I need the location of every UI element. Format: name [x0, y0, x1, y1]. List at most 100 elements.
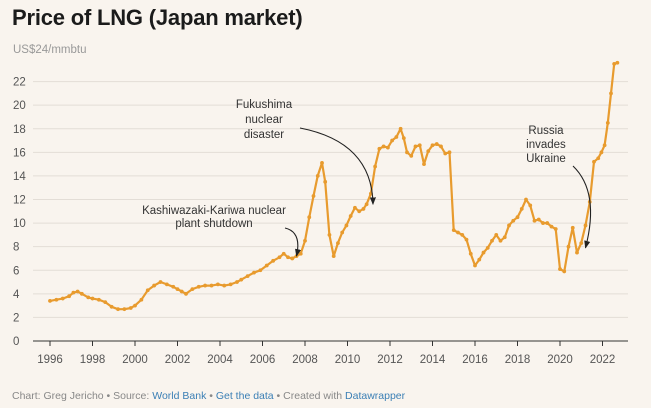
data-point: [592, 159, 596, 164]
data-point: [443, 151, 448, 156]
data-point: [381, 144, 386, 149]
get-data-link[interactable]: Get the data: [215, 390, 274, 402]
annotation-arrow: [299, 127, 376, 205]
data-point: [575, 250, 579, 255]
data-point: [158, 280, 163, 284]
data-point: [336, 241, 340, 246]
data-point: [122, 307, 127, 312]
data-point: [498, 238, 503, 243]
data-point: [145, 288, 150, 293]
annotations: Kashiwazaki-Kariwa nuclear plant shutdown…: [142, 99, 592, 257]
data-point: [109, 304, 114, 309]
data-point: [361, 207, 366, 211]
data-point: [164, 282, 169, 287]
data-point: [456, 230, 460, 235]
x-axis: 1996 1998 2000 2002 2004 2006 2008 2010 2012 2014…: [37, 341, 615, 366]
data-point: [485, 245, 490, 250]
data-point: [515, 215, 520, 220]
data-point: [394, 135, 399, 139]
data-point: [340, 230, 345, 235]
data-point: [364, 202, 369, 207]
y-tick-label: 8: [13, 242, 19, 254]
x-tick-label: 2014: [420, 354, 446, 366]
annotation-label: Fukushima nuclear disaster: [236, 99, 293, 141]
data-point: [315, 174, 320, 178]
annotation-label: Kashiwazaki-Kariwa nuclear plant shutdown: [142, 205, 286, 230]
data-point: [171, 284, 176, 289]
data-point: [228, 282, 233, 287]
data-point: [311, 194, 316, 198]
data-point: [460, 232, 465, 237]
data-point: [203, 283, 208, 288]
data-point: [320, 161, 324, 165]
data-point: [579, 241, 584, 246]
data-point: [353, 205, 357, 210]
x-tick-label: 2010: [335, 354, 361, 366]
x-tick-label: 2008: [292, 354, 318, 366]
data-point: [103, 300, 108, 304]
y-tick-label: 10: [13, 218, 26, 230]
data-point: [439, 144, 443, 149]
datawrapper-link[interactable]: Datawrapper: [345, 390, 406, 402]
data-point: [398, 126, 403, 131]
data-point: [409, 153, 414, 158]
data-point: [133, 303, 137, 308]
data-point: [519, 207, 524, 211]
data-point: [96, 297, 101, 302]
chart-footer: Chart: Greg Jericho • Source: World Bank…: [12, 390, 405, 402]
x-tick-label: 2016: [462, 354, 488, 366]
data-point: [277, 255, 282, 260]
data-point: [612, 61, 617, 66]
y-tick-label: 22: [13, 77, 26, 89]
data-point: [477, 257, 482, 262]
source-link[interactable]: World Bank: [152, 390, 207, 402]
y-tick-label: 20: [13, 100, 26, 112]
x-tick-label: 2004: [207, 354, 233, 366]
data-point: [128, 306, 133, 310]
data-point: [67, 294, 72, 299]
y-tick-label: 12: [13, 195, 26, 207]
data-point: [405, 150, 409, 155]
data-point: [417, 143, 422, 148]
data-point: [152, 283, 157, 288]
data-point: [451, 228, 456, 233]
data-point: [286, 255, 290, 260]
data-point: [434, 142, 439, 146]
data-point: [481, 250, 486, 255]
data-point: [377, 146, 382, 151]
data-point: [235, 280, 239, 284]
data-point: [344, 223, 349, 228]
y-tick-label: 2: [13, 312, 19, 324]
x-tick-label: 2022: [590, 354, 616, 366]
data-point: [494, 232, 499, 237]
data-point: [562, 269, 567, 274]
x-tick-label: 2002: [165, 354, 191, 366]
data-point: [209, 283, 214, 288]
annotation-arrow: [572, 165, 592, 249]
x-tick-label: 2020: [547, 354, 573, 366]
series-points: [48, 60, 620, 312]
data-point: [190, 287, 195, 292]
data-point: [86, 295, 91, 300]
data-point: [54, 297, 59, 302]
data-point: [599, 150, 604, 155]
y-tick-label: 4: [13, 289, 20, 301]
data-point: [532, 218, 537, 223]
y-axis: 0 2 4 6 8 10 12 14 16 18 20 22: [13, 77, 26, 348]
annotation-label: Russia invades Ukraine: [526, 125, 566, 165]
data-point: [422, 162, 426, 167]
series-line: [49, 61, 618, 311]
data-point: [490, 238, 494, 243]
data-point: [570, 225, 575, 230]
y-tick-label: 6: [13, 265, 19, 277]
data-point: [390, 138, 395, 143]
y-tick-label: 16: [13, 147, 26, 159]
data-point: [175, 287, 180, 292]
data-point: [524, 197, 528, 202]
grid-lines: [33, 81, 628, 342]
data-point: [245, 274, 250, 279]
data-point: [602, 143, 607, 148]
data-point: [239, 277, 244, 282]
annotation-arrow: [284, 227, 302, 257]
data-point: [139, 297, 144, 302]
